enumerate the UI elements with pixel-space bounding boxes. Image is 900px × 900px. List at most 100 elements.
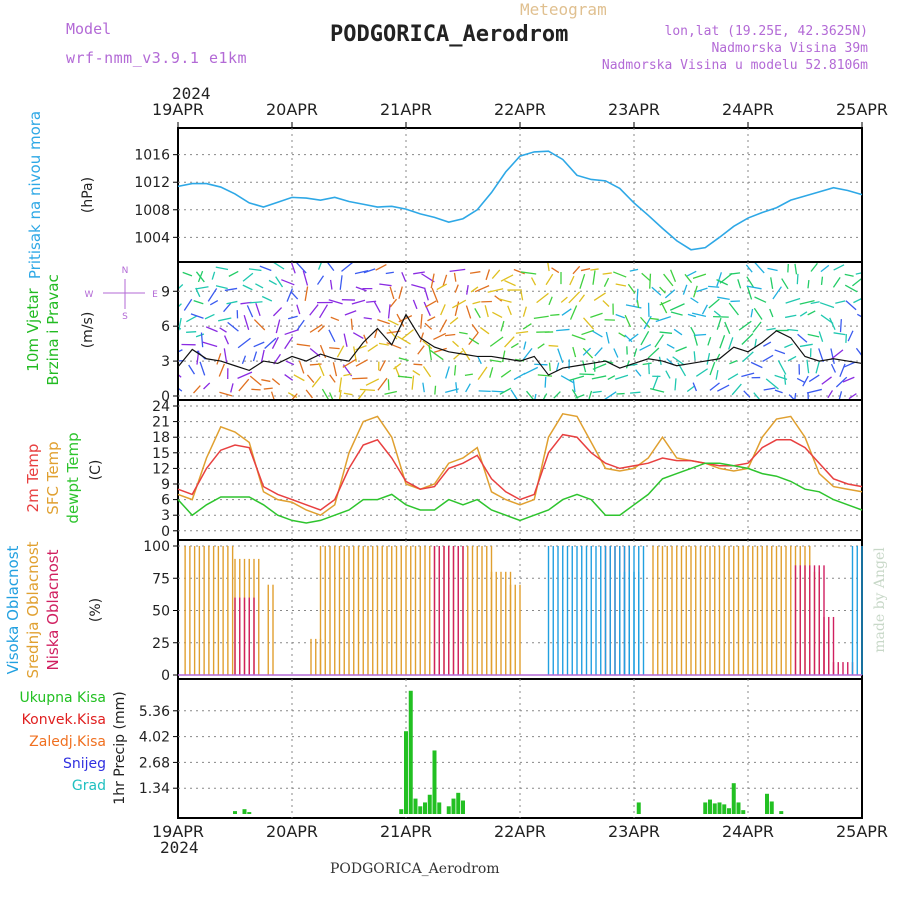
y-tick-label: 24 — [152, 399, 170, 415]
wind-vector — [690, 326, 696, 336]
wind-vector — [218, 317, 232, 322]
wind-vector — [728, 337, 734, 350]
wind-vector — [272, 307, 283, 317]
wind-vector — [717, 296, 730, 301]
precip-bar — [765, 793, 769, 814]
wind-vector — [286, 288, 294, 302]
wind-vector — [821, 376, 832, 385]
compass-w-label: W — [85, 290, 94, 300]
model-label: Model — [66, 20, 112, 38]
precip-bar — [731, 783, 736, 814]
wind-vector — [343, 333, 348, 347]
wind-vector — [287, 392, 298, 398]
wind-speed-line — [177, 313, 863, 376]
wind-vector — [263, 387, 273, 390]
wind-vector — [579, 274, 586, 289]
wind-vector — [363, 317, 372, 320]
wind-vector — [784, 314, 797, 319]
wind-vector — [398, 315, 413, 323]
precip-bar — [708, 799, 712, 814]
wind-vector — [419, 332, 425, 343]
wind-vector — [275, 276, 284, 288]
wind-vector — [548, 362, 551, 371]
wind-vector — [835, 300, 846, 304]
wind-vector — [253, 319, 266, 331]
wind-vector — [788, 394, 795, 399]
wind-vector — [472, 300, 481, 305]
wind-vector — [425, 300, 437, 308]
wind-vector — [713, 310, 721, 317]
wind-vector — [520, 271, 537, 275]
wind-vector — [827, 390, 834, 399]
wind-vector — [504, 336, 515, 348]
wind-vector — [647, 347, 660, 359]
wind-vector — [709, 361, 716, 376]
wind-vector — [484, 305, 489, 318]
wind-vector — [179, 349, 183, 353]
wind-vector — [492, 311, 503, 319]
wind-vector — [215, 266, 229, 271]
wind-vector — [845, 300, 857, 311]
wind-vector — [547, 263, 550, 272]
wind-vector — [284, 336, 294, 350]
wind-vector — [743, 390, 751, 398]
wind-axis-label-1: 10m Vjetar — [24, 287, 42, 371]
wind-vector — [717, 384, 730, 392]
wind-vector — [686, 385, 696, 393]
cloud-high-axis-label: Visoka Oblacnost — [4, 545, 22, 674]
precip-bar — [437, 802, 442, 814]
wind-vector — [477, 356, 482, 365]
wind-vector — [309, 304, 319, 316]
wind-vector — [630, 391, 641, 394]
x-tick-label-top: 24APR — [722, 100, 774, 119]
wind-vector — [750, 361, 763, 369]
x-tick-label-top: 23APR — [608, 100, 660, 119]
wind-vector — [787, 355, 797, 362]
x-tick-label-bottom: 22APR — [494, 822, 546, 841]
wind-vector — [727, 373, 739, 381]
wind-vector — [452, 299, 467, 309]
footer-station: PODGORICA_Aerodrom — [330, 861, 500, 877]
wind-vector — [195, 286, 209, 290]
wind-vector — [387, 319, 399, 326]
wind-vector — [663, 273, 674, 287]
wind-vector — [379, 360, 386, 372]
wind-vector — [397, 335, 411, 345]
precip-bar — [247, 812, 252, 814]
x-tick-label-top: 21APR — [380, 100, 432, 119]
wind-vector — [591, 375, 607, 380]
wind-vector — [386, 342, 402, 350]
wind-vector — [575, 394, 585, 399]
precip-bar — [779, 811, 784, 814]
precip-bar — [741, 810, 746, 814]
precip-bar — [427, 794, 432, 814]
wind-vector — [470, 286, 479, 293]
wind-vector — [819, 302, 835, 309]
wind-vector — [593, 292, 606, 302]
y-tick-label: 100 — [143, 539, 170, 555]
wind-vector — [330, 316, 340, 322]
wind-vector — [338, 377, 343, 393]
wind-vector — [479, 326, 490, 335]
wind-vector — [374, 328, 378, 339]
wind-vector — [536, 292, 549, 304]
wind-vector — [228, 270, 239, 277]
wind-vector — [411, 375, 415, 390]
pressure-unit-label: (hPa) — [80, 177, 96, 213]
panel-frame-temp — [177, 399, 863, 541]
precip-bar — [413, 798, 418, 814]
wind-vector — [659, 331, 673, 334]
wind-vector — [665, 370, 671, 379]
wind-vector — [715, 353, 721, 362]
wind-vector — [686, 270, 697, 277]
wind-vector — [396, 313, 405, 327]
wind-unit-label: (m/s) — [80, 312, 96, 349]
wind-vector — [844, 273, 854, 277]
wind-vector — [696, 287, 708, 293]
y-tick-label: 75 — [152, 571, 170, 587]
y-tick-label: 6 — [161, 319, 170, 335]
wind-vector — [847, 330, 854, 342]
wind-vector — [752, 321, 762, 333]
y-tick-label: 6 — [161, 493, 170, 509]
wind-vector — [594, 347, 603, 357]
